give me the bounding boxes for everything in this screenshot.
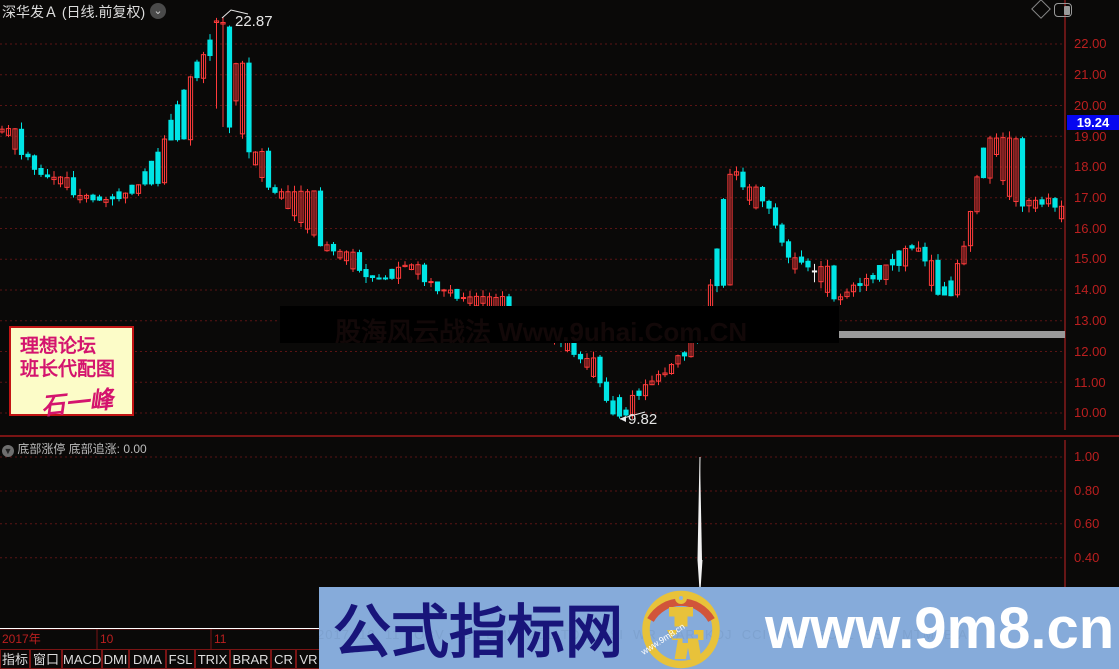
svg-text:2017年: 2017年 xyxy=(2,632,41,646)
svg-text:11: 11 xyxy=(214,632,227,646)
svg-text:10: 10 xyxy=(100,632,114,646)
